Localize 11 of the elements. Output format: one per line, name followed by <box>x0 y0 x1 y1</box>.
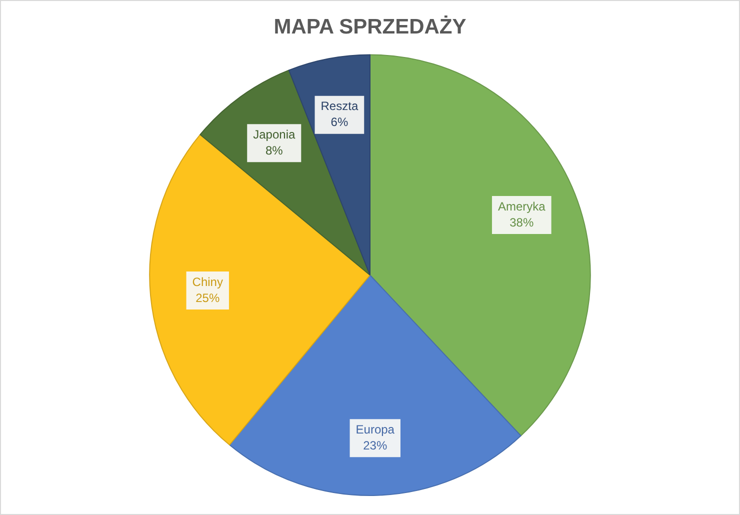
slice-label: Reszta <box>320 99 358 114</box>
chart-title: MAPA SPRZEDAŻY <box>274 15 466 38</box>
data-label: 6% <box>330 115 348 130</box>
slice-label: Ameryka <box>498 199 546 214</box>
data-label: 25% <box>196 290 220 305</box>
slice-label: Japonia <box>253 127 296 142</box>
data-label: 38% <box>510 215 534 230</box>
data-label: 23% <box>363 438 388 452</box>
data-label: 8% <box>265 143 284 158</box>
slice-label: Europa <box>356 422 395 436</box>
slice-label: Chiny <box>192 274 223 289</box>
